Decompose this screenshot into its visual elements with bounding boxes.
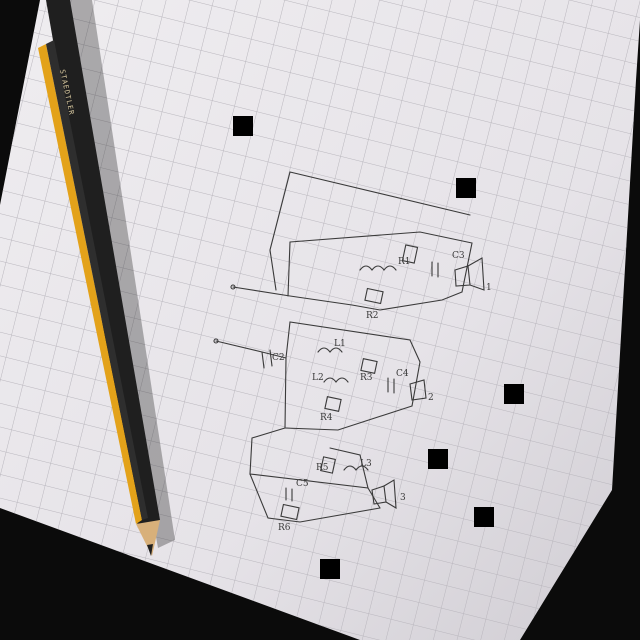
middle-section: C2 L1 L2 R3 R4 C4 2 — [215, 321, 434, 431]
upper-section: R1 R2 C3 1 — [287, 231, 492, 321]
redaction-box — [456, 178, 476, 198]
svg-text:C3: C3 — [452, 251, 465, 261]
svg-text:R1: R1 — [398, 257, 411, 267]
svg-text:R3: R3 — [360, 373, 373, 383]
svg-text:R2: R2 — [366, 311, 379, 321]
svg-text:R4: R4 — [320, 413, 333, 423]
svg-text:L3: L3 — [360, 459, 372, 469]
circuit-drawing: R1 R2 C3 1 C2 L1 L2 R3 R4 C4 2 — [213, 171, 492, 533]
svg-text:L1: L1 — [334, 339, 346, 349]
svg-text:3: 3 — [400, 493, 406, 503]
svg-text:1: 1 — [486, 283, 492, 293]
redaction-box — [504, 384, 524, 404]
svg-text:R6: R6 — [278, 523, 291, 533]
svg-text:R5: R5 — [316, 463, 329, 473]
pencil: STAEDTLER — [38, 0, 160, 556]
svg-text:C5: C5 — [296, 479, 309, 489]
redaction-box — [320, 559, 340, 579]
redaction-box — [474, 507, 494, 527]
redaction-marks — [233, 116, 524, 579]
svg-text:L2: L2 — [312, 373, 324, 383]
redaction-box — [233, 116, 253, 136]
svg-text:C2: C2 — [272, 353, 285, 363]
redaction-box — [428, 449, 448, 469]
svg-text:2: 2 — [428, 393, 434, 403]
svg-text:C4: C4 — [396, 369, 409, 379]
lower-section: R5 L3 C5 R6 3 — [249, 427, 406, 533]
